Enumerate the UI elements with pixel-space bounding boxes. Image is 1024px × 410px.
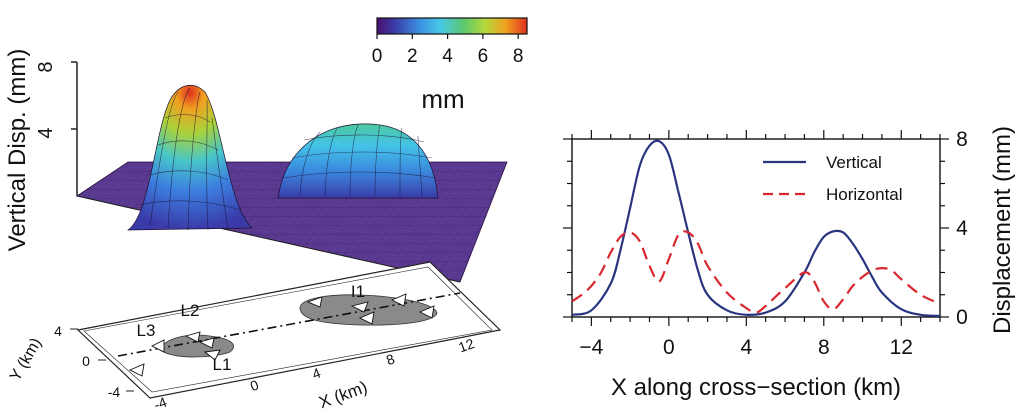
- peak-1-wireframe: [139, 87, 241, 231]
- x-tick-label: 0: [663, 336, 675, 359]
- legend-label-horizontal: Horizontal: [826, 185, 903, 204]
- y-tick-label: 8: [956, 128, 968, 151]
- map-stations: [128, 293, 435, 377]
- station-i1c: [358, 311, 375, 325]
- map-y-tick-label-neg4: -4: [108, 384, 121, 400]
- surface-peak-1: [126, 85, 253, 231]
- line-chart-y-axis-label: Displacement (mm): [989, 126, 1016, 334]
- y-tick-label: 4: [956, 217, 968, 240]
- colorbar-unit: mm: [421, 84, 464, 114]
- line-chart-ticks: −4 0 4 8 12 0 4 8: [563, 128, 968, 359]
- line-chart-panel: −4 0 4 8 12 0 4 8 Vertical Horizontal X along c…: [563, 126, 1016, 401]
- map-inner-frame: [83, 266, 493, 393]
- line-chart-legend: Vertical Horizontal: [763, 153, 903, 204]
- series-line-horizontal: [571, 230, 941, 314]
- map-label-l2: L2: [181, 301, 200, 320]
- station-l1: [203, 349, 221, 361]
- colorbar-tick-label-8: 8: [513, 46, 524, 67]
- colorbar-ticks: 0 2 4 6 8: [372, 34, 524, 67]
- line-chart-series: [571, 139, 941, 317]
- legend-label-vertical: Vertical: [826, 153, 882, 172]
- surface-panel: 8 4 Vertical Disp. (mm): [4, 17, 528, 283]
- map-x-tick-label-4: 4: [310, 364, 323, 382]
- surface-peak-2: [277, 123, 439, 199]
- map-y-axis-label: Y (km): [7, 335, 45, 384]
- x-tick-label: 4: [740, 336, 752, 359]
- z-axis-label: Vertical Disp. (mm): [4, 49, 31, 252]
- z-tick-label-8: 8: [35, 61, 57, 72]
- peak-2-wireframe: [283, 124, 437, 197]
- z-tick-label-4: 4: [35, 127, 57, 138]
- map-y-tick-label-0: 0: [82, 353, 90, 369]
- map-panel: L2 L3 L1 I1 4 0 -4 Y (km) -4 0 4 8 12 X …: [7, 261, 502, 410]
- map-y-tick-label-4: 4: [54, 323, 62, 339]
- line-chart-x-axis-label: X along cross−section (km): [611, 374, 901, 401]
- station-l2: [184, 331, 201, 343]
- map-x-axis-label: X (km): [316, 377, 370, 410]
- y-tick-label: 0: [956, 306, 968, 329]
- colorbar-tick-label-6: 6: [478, 46, 489, 67]
- station-l2b: [198, 337, 215, 349]
- x-tick-label: −4: [579, 336, 603, 359]
- x-tick-label: 8: [818, 336, 830, 359]
- colorbar-tick-label-2: 2: [407, 46, 418, 67]
- map-x-tick-label-12: 12: [456, 335, 476, 355]
- colorbar: [376, 17, 528, 35]
- map-label-l1: L1: [213, 355, 232, 374]
- colorbar-tick-label-0: 0: [372, 46, 383, 67]
- map-y-ticks: [70, 328, 134, 392]
- station-i1a: [306, 296, 323, 308]
- series-line-vertical: [571, 139, 941, 317]
- colorbar-tick-label-4: 4: [442, 46, 453, 67]
- station-i1d: [390, 293, 407, 307]
- map-frame: [76, 261, 502, 399]
- map-x-tick-label-0: 0: [248, 376, 261, 394]
- map-x-tick-label-neg4: -4: [152, 394, 169, 410]
- station-i1b: [350, 301, 369, 313]
- station-l3: [150, 339, 165, 353]
- map-x-tick-label-8: 8: [384, 350, 397, 368]
- map-label-l3: L3: [137, 321, 156, 340]
- station-edge: [128, 363, 145, 377]
- line-chart-frame: [571, 138, 941, 318]
- x-tick-label: 12: [890, 336, 913, 359]
- map-label-i1: I1: [351, 282, 365, 301]
- station-i1e: [418, 305, 435, 319]
